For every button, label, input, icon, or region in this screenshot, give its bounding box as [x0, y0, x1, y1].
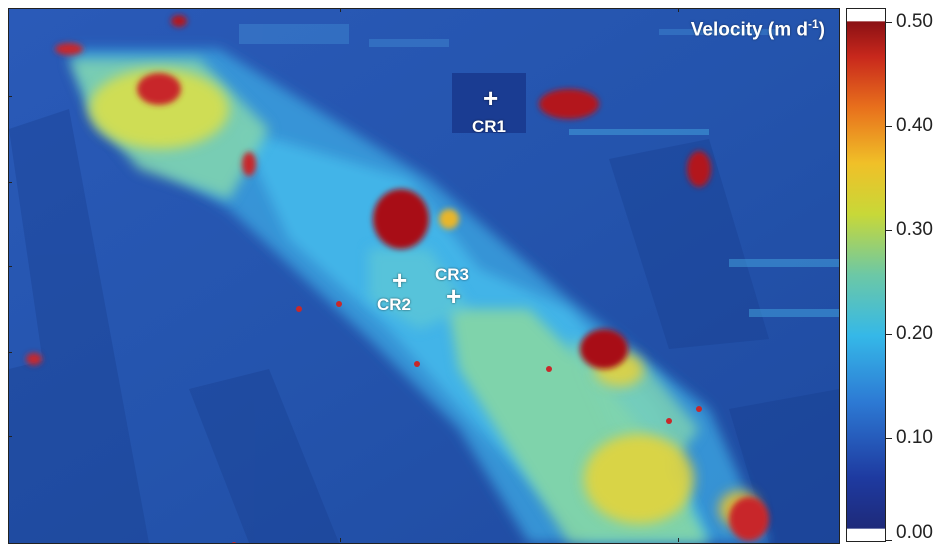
- marker-cross-cr3: +: [446, 281, 462, 311]
- colorbar-tick: [886, 22, 892, 23]
- velocity-title-main: Velocity (m d: [690, 19, 808, 41]
- y-tick: [8, 96, 12, 97]
- velocity-title-end: ): [818, 19, 825, 41]
- velocity-raster: [9, 9, 839, 543]
- colorbar-tick: [886, 540, 892, 541]
- colorbar-label: 0.20: [896, 323, 933, 344]
- colorbar-tick: [886, 230, 892, 231]
- colorbar-tick: [886, 334, 892, 335]
- y-tick: [8, 266, 12, 267]
- y-tick: [8, 182, 12, 183]
- marker-cross-cr1: +: [483, 83, 499, 113]
- y-tick: [8, 436, 12, 437]
- x-tick: [678, 8, 679, 12]
- colorbar-label: 0.10: [896, 427, 933, 448]
- velocity-title: Velocity (m d-1): [691, 17, 825, 41]
- marker-label-cr1: CR1: [472, 117, 507, 136]
- x-tick: [340, 538, 341, 542]
- y-tick: [8, 352, 12, 353]
- colorbar-label: 0.40: [896, 115, 933, 136]
- marker-cross-cr2: +: [392, 265, 408, 295]
- colorbar-tick: [886, 126, 892, 127]
- velocity-map: + CR1 + CR2 CR3 + Velocity (m d-1): [8, 8, 840, 544]
- colorbar-label: 0.00: [896, 522, 933, 543]
- velocity-title-exponent: -1: [808, 17, 819, 31]
- marker-label-cr2: CR2: [377, 295, 412, 314]
- colorbar: [846, 8, 886, 542]
- colorbar-label: 0.30: [896, 219, 933, 240]
- x-tick: [340, 8, 341, 12]
- colorbar-label: 0.50: [896, 11, 933, 32]
- marker-label-cr3: CR3: [435, 265, 470, 284]
- x-tick: [678, 538, 679, 542]
- colorbar-tick: [886, 438, 892, 439]
